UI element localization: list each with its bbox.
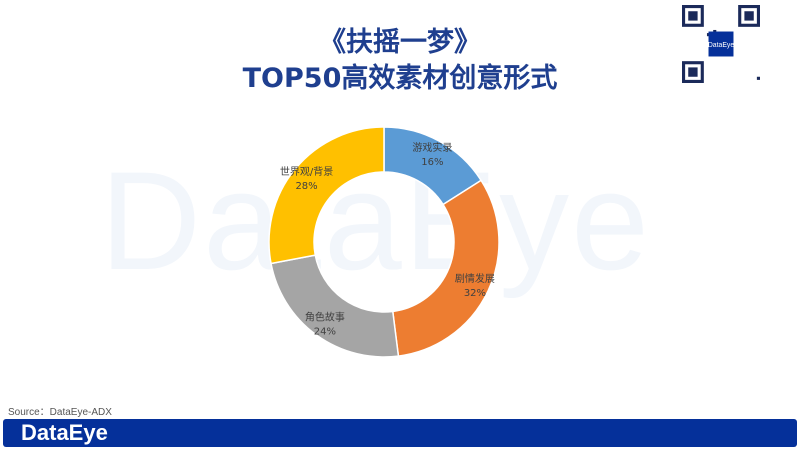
footer-bar: DataEye <box>3 419 797 447</box>
slice-value-label: 16% <box>421 157 443 168</box>
slice-category-label: 世界观/背景 <box>280 165 333 178</box>
slice-category-label: 剧情发展 <box>455 272 495 285</box>
donut-slice <box>268 126 385 265</box>
slice-value-label: 28% <box>295 181 317 192</box>
footer-logo: DataEye <box>21 420 108 445</box>
donut-slice <box>270 254 400 358</box>
slice-category-label: 游戏实录 <box>412 141 452 154</box>
title-line1: 《扶摇一梦》 <box>319 27 481 58</box>
source-note: Source：DataEye-ADX <box>8 407 112 418</box>
qr-code: DataEye <box>682 5 760 83</box>
qr-logo: DataEye <box>708 42 734 49</box>
slice-value-label: 24% <box>314 326 336 337</box>
donut-slice <box>391 179 500 357</box>
slice-value-label: 32% <box>464 288 486 299</box>
slice-category-label: 角色故事 <box>305 310 345 323</box>
title-line2: TOP50高效素材创意形式 <box>242 63 558 94</box>
